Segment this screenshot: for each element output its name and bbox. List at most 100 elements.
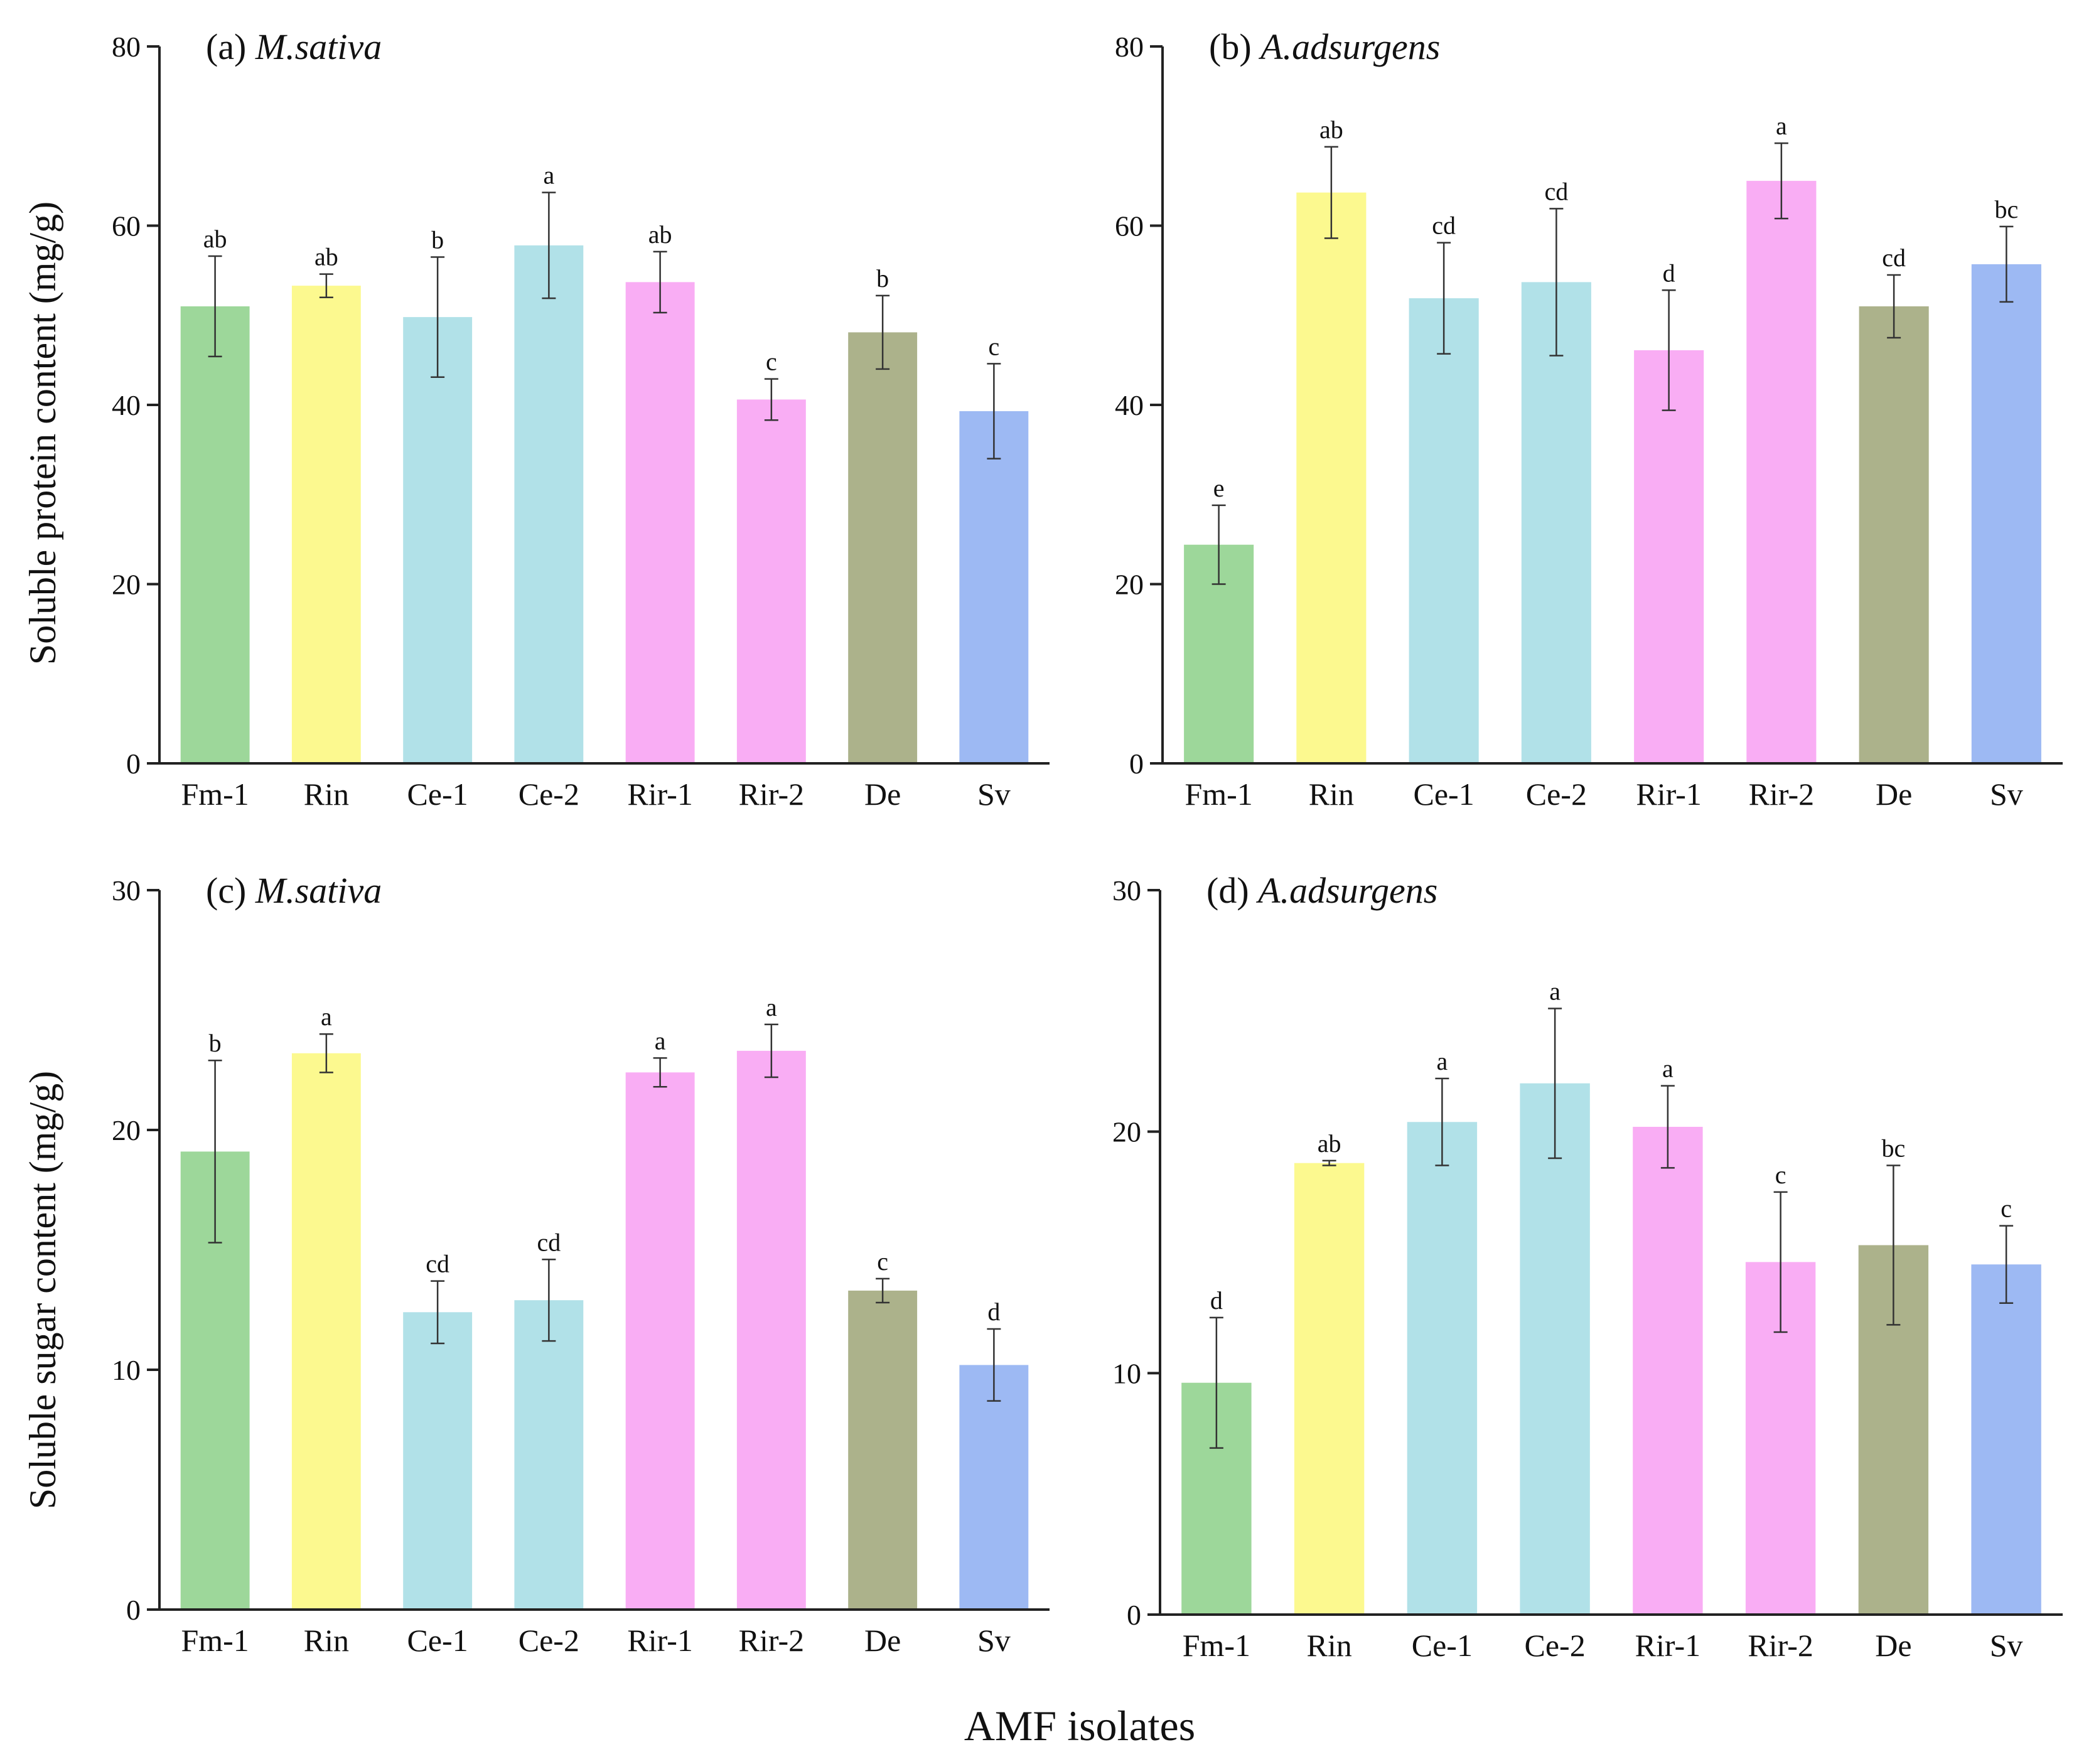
x-tick-label: Ce-1 xyxy=(1412,1628,1473,1663)
significance-letter: d xyxy=(1210,1286,1223,1315)
x-tick-label: Fm-1 xyxy=(1183,1628,1250,1663)
x-tick-label: Rir-1 xyxy=(1635,1628,1701,1663)
panel-label: (d) xyxy=(1206,870,1258,911)
x-tick-label: De xyxy=(1876,777,1912,812)
significance-letter: cd xyxy=(1432,212,1456,240)
significance-letter: cd xyxy=(537,1228,561,1256)
significance-letter: cd xyxy=(1882,244,1906,272)
bar-rir-2 xyxy=(736,399,806,763)
x-tick-label: Rir-2 xyxy=(1748,1628,1813,1663)
bar-sv xyxy=(959,1365,1029,1610)
x-tick-label: Rir-2 xyxy=(1749,777,1815,812)
significance-letter: d xyxy=(987,1298,1000,1326)
x-tick-label: Rir-1 xyxy=(627,1623,693,1658)
x-tick-label: Rir-2 xyxy=(739,777,805,812)
significance-letter: a xyxy=(1662,1055,1673,1083)
y-tick-label: 40 xyxy=(1115,389,1144,421)
bar-ce-2 xyxy=(514,245,584,763)
y-tick-label: 40 xyxy=(112,389,141,421)
panel-label: (b) xyxy=(1209,26,1260,67)
panel-species: A.adsurgens xyxy=(1258,26,1440,67)
bar-rir-2 xyxy=(736,1050,806,1610)
bar-ce-1 xyxy=(1407,1122,1478,1615)
panel-title: (b) A.adsurgens xyxy=(1209,26,1440,67)
bar-sv xyxy=(1971,264,2041,763)
panel-species: A.adsurgens xyxy=(1255,870,1437,911)
panel-label: (a) xyxy=(206,26,255,67)
significance-letter: ab xyxy=(203,225,227,253)
panel-title: (c) M.sativa xyxy=(206,870,382,911)
bar-ce-2 xyxy=(1521,282,1591,763)
chart-panel-d: (d) A.adsurgens d Fm-1 ab Rin a Ce-1 a Ce-2 a Rir-… xyxy=(1112,870,2063,1663)
significance-letter: d xyxy=(1663,259,1675,287)
bar-rin xyxy=(1294,1163,1365,1615)
y-tick-label: 20 xyxy=(112,1114,141,1146)
panel-title: (a) M.sativa xyxy=(206,26,382,67)
significance-letter: ab xyxy=(1319,116,1343,144)
panel-title: (d) A.adsurgens xyxy=(1206,870,1437,911)
bar-de xyxy=(1859,306,1929,763)
bar-rin xyxy=(1296,192,1367,763)
y-axis-title-sugar: Soluble sugar content (mg/g) xyxy=(22,1071,63,1509)
y-tick-label: 10 xyxy=(1112,1357,1141,1389)
x-tick-label: Sv xyxy=(977,1623,1011,1658)
y-tick-label: 20 xyxy=(1115,569,1144,601)
chart-panel-a: (a) M.sativa ab Fm-1 ab Rin b Ce-1 a Ce-2 ab Rir-1… xyxy=(112,26,1050,812)
significance-letter: ab xyxy=(648,220,672,249)
bar-rir-1 xyxy=(1634,350,1704,763)
x-tick-label: Rin xyxy=(1309,777,1354,812)
y-tick-label: 0 xyxy=(1129,748,1144,780)
significance-letter: c xyxy=(988,332,999,360)
significance-letter: bc xyxy=(1994,195,2018,223)
bar-rin xyxy=(291,286,361,764)
x-tick-label: Sv xyxy=(1990,1628,2023,1663)
x-tick-label: Ce-1 xyxy=(407,777,468,812)
bar-ce-2 xyxy=(514,1300,584,1610)
significance-letter: a xyxy=(321,1003,332,1031)
bar-ce-1 xyxy=(403,1312,473,1610)
y-tick-label: 60 xyxy=(112,210,141,242)
bar-rin xyxy=(291,1053,361,1610)
x-tick-label: Ce-2 xyxy=(1526,777,1587,812)
significance-letter: a xyxy=(1776,112,1787,140)
x-tick-label: De xyxy=(1875,1628,1911,1663)
x-tick-label: Rin xyxy=(1307,1628,1352,1663)
significance-letter: cd xyxy=(426,1250,449,1278)
panels: (a) M.sativa ab Fm-1 ab Rin b Ce-1 a Ce-2 ab Rir-1… xyxy=(112,26,2063,1663)
significance-letter: b xyxy=(431,225,444,254)
x-axis-title: AMF isolates xyxy=(964,1702,1195,1750)
x-tick-label: Rin xyxy=(304,1623,349,1658)
bar-de xyxy=(848,1290,918,1610)
x-tick-label: Ce-2 xyxy=(518,1623,579,1658)
x-tick-label: De xyxy=(864,777,901,812)
x-tick-label: Ce-1 xyxy=(407,1623,468,1658)
significance-letter: a xyxy=(766,993,777,1021)
bar-sv xyxy=(959,411,1029,763)
x-tick-label: Rir-2 xyxy=(739,1623,805,1658)
significance-letter: a xyxy=(1436,1047,1448,1075)
panel-species: M.sativa xyxy=(255,870,382,911)
significance-letter: ab xyxy=(1318,1129,1341,1158)
x-tick-label: Fm-1 xyxy=(1185,777,1252,812)
significance-letter: c xyxy=(766,348,777,376)
x-tick-label: Ce-2 xyxy=(1525,1628,1586,1663)
y-tick-label: 0 xyxy=(126,1594,141,1626)
y-tick-label: 80 xyxy=(1115,31,1144,63)
bar-sv xyxy=(1971,1264,2041,1615)
y-tick-label: 60 xyxy=(1115,210,1144,242)
y-tick-label: 80 xyxy=(112,31,141,63)
panel-label: (c) xyxy=(206,870,255,911)
bar-rir-1 xyxy=(625,282,695,763)
y-tick-label: 10 xyxy=(112,1354,141,1386)
significance-letter: a xyxy=(655,1026,666,1055)
significance-letter: c xyxy=(1775,1161,1786,1189)
x-tick-label: Sv xyxy=(977,777,1011,812)
significance-letter: e xyxy=(1213,474,1225,502)
y-tick-label: 30 xyxy=(1112,874,1141,906)
y-tick-label: 0 xyxy=(126,748,141,780)
bar-rir-1 xyxy=(625,1072,695,1610)
bar-fm-1 xyxy=(180,306,250,763)
significance-letter: a xyxy=(1549,977,1561,1005)
x-tick-label: De xyxy=(864,1623,901,1658)
